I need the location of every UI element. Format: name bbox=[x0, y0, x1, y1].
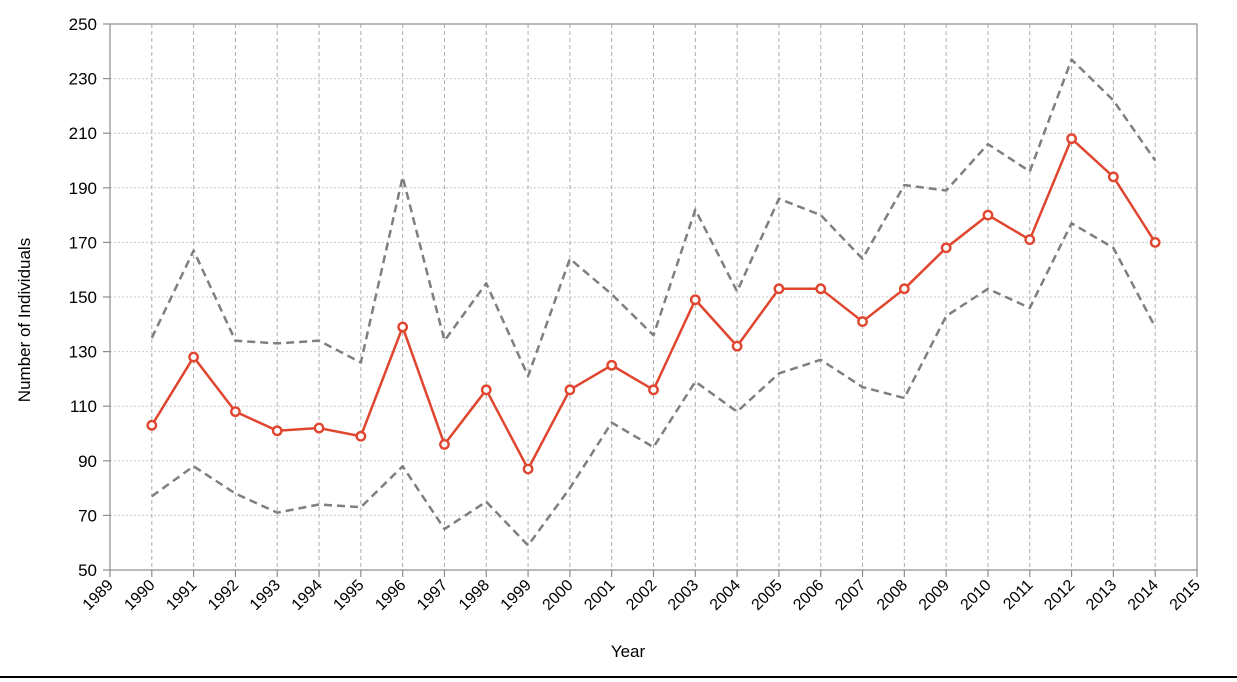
data-point-marker-estimate bbox=[648, 384, 659, 396]
x-tick-label: 2012 bbox=[1041, 577, 1078, 614]
series-line-lower-bound bbox=[151, 222, 1157, 547]
data-point-marker-estimate bbox=[313, 422, 325, 434]
x-tick-label: 2005 bbox=[749, 577, 786, 614]
x-tick-label: 1999 bbox=[498, 577, 535, 614]
x-tick-label: 2015 bbox=[1167, 577, 1204, 614]
x-tick-label: 2014 bbox=[1125, 577, 1162, 614]
x-axis-title: Year bbox=[611, 642, 646, 661]
data-point-marker-estimate bbox=[606, 359, 618, 371]
x-tick-label: 1997 bbox=[414, 577, 451, 614]
x-tick-label: 1993 bbox=[247, 577, 284, 614]
y-tick-label: 150 bbox=[69, 288, 97, 307]
x-tick-label: 1995 bbox=[330, 577, 367, 614]
y-tick-label: 170 bbox=[69, 233, 97, 252]
data-point-marker-estimate bbox=[773, 283, 785, 295]
x-tick-label: 1996 bbox=[372, 577, 409, 614]
y-tick-label: 70 bbox=[78, 506, 97, 525]
data-point-marker-estimate bbox=[522, 463, 534, 475]
data-point-marker-estimate bbox=[857, 316, 868, 327]
y-tick-label: 190 bbox=[69, 179, 97, 198]
data-point-marker-estimate bbox=[355, 430, 367, 442]
x-tick-label: 1998 bbox=[456, 577, 493, 614]
x-tick-label: 2001 bbox=[581, 577, 618, 614]
data-point-marker-estimate bbox=[1066, 133, 1077, 145]
data-point-marker-estimate bbox=[188, 351, 200, 363]
x-tick-label: 1991 bbox=[163, 577, 200, 614]
x-tick-label: 2007 bbox=[832, 577, 869, 614]
x-tick-label: 1992 bbox=[205, 577, 242, 614]
y-tick-label: 130 bbox=[69, 343, 97, 362]
data-point-marker-estimate bbox=[564, 384, 576, 396]
data-point-marker-estimate bbox=[982, 209, 994, 221]
gridlines bbox=[110, 24, 1197, 570]
y-tick-label: 250 bbox=[69, 15, 97, 34]
x-tick-label: 2008 bbox=[874, 577, 911, 614]
data-point-marker-estimate bbox=[439, 439, 450, 450]
data-point-marker-estimate bbox=[815, 283, 827, 295]
data-point-marker-estimate bbox=[898, 283, 910, 295]
y-tick-label: 230 bbox=[69, 70, 97, 89]
data-point-marker-estimate bbox=[480, 384, 492, 396]
x-tick-label: 1989 bbox=[80, 577, 117, 614]
series-line-upper-bound bbox=[150, 58, 1157, 378]
data-point-marker-estimate bbox=[731, 340, 743, 352]
data-point-marker-estimate bbox=[271, 425, 283, 437]
y-tick-label: 90 bbox=[78, 452, 97, 471]
data-point-marker-estimate bbox=[1024, 234, 1036, 246]
data-point-marker-estimate bbox=[397, 321, 409, 333]
y-tick-label: 110 bbox=[70, 397, 97, 416]
x-tick-label: 2000 bbox=[540, 577, 577, 614]
x-tick-label: 2002 bbox=[623, 577, 660, 614]
data-point-marker-estimate bbox=[1149, 236, 1161, 248]
data-point-marker-estimate bbox=[1107, 171, 1119, 183]
y-axis-title: Number of Individuals bbox=[15, 238, 34, 402]
x-tick-label: 2009 bbox=[916, 577, 953, 614]
x-tick-label: 2011 bbox=[1000, 577, 1036, 613]
x-tick-label: 1990 bbox=[121, 577, 158, 614]
x-tick-label: 1994 bbox=[289, 577, 326, 614]
y-tick-label: 50 bbox=[78, 561, 97, 580]
x-tick-label: 2006 bbox=[790, 577, 827, 614]
data-point-marker-estimate bbox=[940, 242, 952, 254]
x-tick-label: 2013 bbox=[1083, 577, 1120, 614]
x-tick-label: 2004 bbox=[707, 577, 744, 614]
y-tick-label: 210 bbox=[69, 124, 97, 143]
x-tick-label: 2003 bbox=[665, 577, 702, 614]
bottom-divider bbox=[0, 676, 1237, 678]
data-point-marker-estimate bbox=[689, 294, 701, 306]
x-tick-label: 2010 bbox=[958, 577, 995, 614]
data-series bbox=[146, 58, 1161, 547]
data-point-marker-estimate bbox=[146, 419, 158, 431]
data-point-marker-estimate bbox=[230, 406, 241, 418]
